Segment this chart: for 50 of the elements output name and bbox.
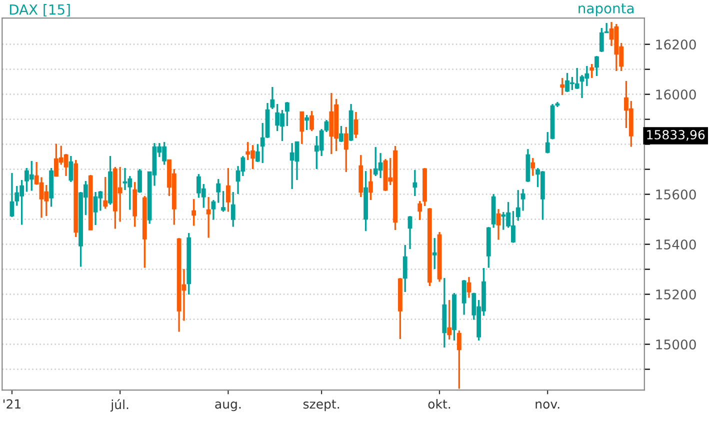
y-tick-label: 15600: [656, 190, 696, 200]
candlestick: [206, 196, 211, 239]
candlestick: [354, 111, 358, 139]
y-tick-label: 16000: [656, 90, 696, 100]
candlestick: [216, 178, 221, 204]
candlestick: [496, 208, 501, 241]
candlestick: [192, 198, 196, 227]
x-tick-label: szept.: [303, 400, 339, 412]
candlestick: [466, 276, 472, 299]
text: 15833,96: [647, 130, 705, 141]
candlestick: [211, 199, 216, 221]
candlestick: [408, 215, 412, 250]
candlestick: [300, 111, 304, 145]
y-tick-label: 15200: [656, 289, 696, 300]
candlestick: [560, 77, 565, 96]
candlestick: [516, 189, 520, 222]
x-tick-label: aug.: [215, 402, 241, 412]
y-tick-label: 15400: [656, 240, 696, 250]
candlestick: [284, 101, 290, 127]
x-tick-label: '21: [4, 399, 20, 409]
text: naponta: [578, 4, 634, 16]
candlestick: [402, 244, 408, 293]
candlestick: [226, 167, 230, 213]
candlestick: [545, 131, 550, 154]
candlestick: [310, 110, 314, 132]
candlestick: [462, 279, 466, 316]
candlestick: [412, 169, 418, 197]
y-tick-label: 16200: [656, 40, 696, 50]
chart-title: DAX [15]: [10, 4, 70, 16]
candlestick: [344, 126, 348, 173]
candlestick: [255, 143, 260, 163]
candlestick: [138, 168, 142, 194]
candlestick: [221, 190, 226, 213]
candlestick: [68, 155, 74, 183]
candlestick: [432, 237, 437, 270]
x-tick-label: júl.: [110, 399, 128, 412]
candlestick: [304, 114, 310, 131]
candlestick: [368, 168, 373, 201]
candlestick: [590, 63, 594, 79]
candlestick: [339, 125, 344, 143]
candlestick: [447, 299, 452, 340]
candlestick: [530, 157, 536, 177]
candlestick: [230, 191, 236, 228]
x-tick-label: nov.: [536, 402, 560, 409]
candlestick: [103, 176, 108, 210]
x-tick-label: okt.: [428, 399, 450, 409]
candlestick: [418, 200, 422, 221]
candlestick: [456, 330, 462, 390]
y-tick-label: 15000: [656, 339, 696, 350]
candlestick: [594, 55, 599, 77]
